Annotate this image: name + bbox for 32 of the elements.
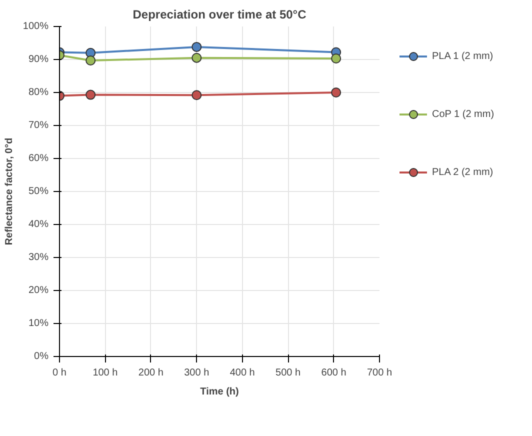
legend-label: PLA 1 (2 mm) (432, 50, 494, 62)
y-tick-label: 10% (28, 318, 49, 329)
legend-label: CoP 1 (2 mm) (432, 108, 494, 120)
point (331, 88, 342, 98)
y-tick-label: 40% (28, 219, 49, 230)
x-tick-label: 700 h (366, 368, 392, 378)
point (192, 42, 202, 52)
y-tick-label: 80% (28, 87, 49, 98)
y-tick-label: 30% (28, 252, 49, 263)
point (192, 52, 202, 63)
point (86, 90, 96, 100)
point (331, 54, 342, 64)
point (86, 56, 96, 66)
x-tick-label: 400 h (230, 368, 255, 378)
x-tick-label: 300 h (184, 368, 210, 378)
x-tick-label: 500 h (276, 368, 301, 378)
y-tick-label: 90% (28, 54, 49, 65)
point (192, 90, 202, 100)
y-tick-label: 50% (28, 186, 49, 197)
x-tick-label: 200 h (138, 368, 164, 378)
legend-label: PLA 2 (2 mm) (432, 166, 494, 178)
x-tick-label: 100 h (92, 368, 118, 378)
x-tick-label: 0 h (52, 368, 66, 378)
y-tick-label: 20% (28, 285, 49, 296)
x-tick-label: 600 h (321, 368, 346, 378)
y-tick-label: 70% (28, 120, 49, 131)
chart-title: Depreciation over time at 50°C (132, 8, 307, 22)
y-axis-title: Reflectance factor, 0°d (4, 138, 15, 246)
y-tick-label: 100% (22, 21, 49, 32)
y-tick-label: 0% (34, 351, 49, 362)
y-tick-label: 60% (28, 153, 49, 164)
x-axis-title: Time (h) (200, 386, 239, 398)
